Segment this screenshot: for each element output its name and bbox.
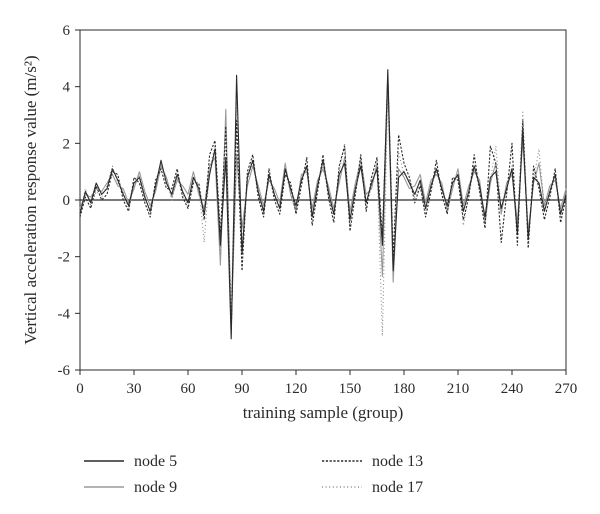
- x-tick-label: 120: [285, 381, 308, 397]
- x-tick-label: 0: [76, 381, 84, 397]
- x-tick-label: 270: [555, 381, 578, 397]
- legend-label-node-13: node 13: [372, 453, 423, 470]
- x-tick-label: 150: [339, 381, 362, 397]
- legend: node 5 node 9 node 13 node 17: [84, 453, 423, 496]
- x-axis-label: training sample (group): [243, 403, 404, 422]
- series-line-node-17: [79, 88, 567, 337]
- legend-label-node-9: node 9: [134, 479, 177, 496]
- y-tick-label: -2: [58, 250, 71, 266]
- series-line-node-9: [79, 80, 567, 329]
- series-line-node-13: [79, 74, 567, 334]
- y-tick-label: 6: [63, 23, 71, 39]
- series-line-node-5: [79, 69, 567, 340]
- x-tick-label: 30: [127, 381, 142, 397]
- x-tick-label: 90: [235, 381, 250, 397]
- x-tick-label: 180: [393, 381, 416, 397]
- x-axis-ticks: 0 30 60 90 120 150 180 210 240 270: [76, 370, 577, 397]
- y-tick-label: -6: [58, 363, 71, 379]
- x-tick-label: 240: [501, 381, 524, 397]
- y-tick-label: 0: [63, 193, 71, 209]
- y-tick-label: 4: [63, 80, 71, 96]
- series-layer: [79, 69, 567, 340]
- y-axis-ticks: -6 -4 -2 0 2 4 6: [58, 23, 80, 379]
- y-tick-label: 2: [63, 136, 71, 152]
- legend-label-node-17: node 17: [372, 479, 423, 496]
- legend-label-node-5: node 5: [134, 453, 177, 470]
- y-axis-label: Vertical acceleration response value (m/…: [21, 55, 40, 344]
- y-tick-label: -4: [58, 306, 71, 322]
- x-tick-label: 210: [447, 381, 470, 397]
- x-tick-label: 60: [181, 381, 196, 397]
